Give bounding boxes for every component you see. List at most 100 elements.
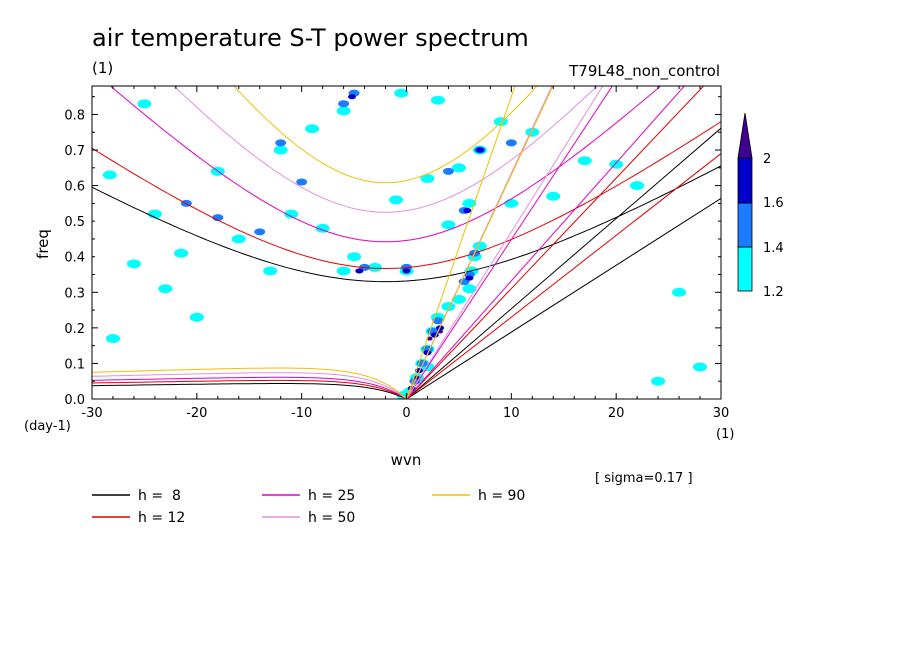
- colorbar-label: 1.6: [763, 196, 784, 211]
- x-axis-label: wvn: [391, 451, 422, 469]
- x-tick-label: 20: [608, 406, 625, 421]
- contour-blob-level-1: [504, 198, 519, 208]
- contour-blob-level-1: [546, 191, 561, 201]
- kelvin-wave-curve: [406, 153, 721, 399]
- kelvin-wave-curve: [406, 86, 686, 399]
- y-tick-label: 0.5: [64, 215, 85, 230]
- colorbar-cell: [737, 246, 753, 292]
- x-axis: -30 -20 -10 0 10 20 30: [81, 86, 729, 421]
- y-tick-label: 0.8: [64, 108, 85, 123]
- contour-blob-level-1: [462, 198, 477, 208]
- legend-label: h = 8: [138, 488, 181, 504]
- contour-blob-level-1: [105, 334, 120, 344]
- mixed-rossby-gravity-curve: [92, 376, 407, 399]
- eastward-branch-curve: [406, 127, 721, 399]
- y-tick-label: 0.2: [64, 322, 85, 337]
- legend-label: h = 12: [138, 510, 185, 526]
- x-unit-label: (1): [716, 427, 734, 442]
- contour-blob-level-1: [137, 99, 152, 109]
- contour-blob-level-1: [693, 362, 708, 372]
- inertia-gravity-curve: [233, 86, 538, 184]
- chart-subtitle: (1): [92, 59, 113, 77]
- contour-blob-level-1: [441, 302, 456, 312]
- y-tick-label: 0.6: [64, 180, 85, 195]
- contour-blob-level-2: [505, 139, 517, 147]
- y-tick-label: 0.0: [64, 393, 85, 408]
- contour-blob-level-2: [432, 317, 444, 325]
- contour-blob-level-1: [441, 220, 456, 230]
- contour-blob-level-3: [465, 275, 474, 281]
- contour-blob-level-3: [463, 207, 472, 214]
- y-axis-label: freq: [34, 229, 52, 259]
- contour-blob-level-1: [189, 312, 204, 322]
- contour-blob-level-2: [275, 139, 287, 147]
- inertia-gravity-curve: [109, 86, 662, 243]
- contour-blob-level-1: [577, 156, 592, 166]
- contour-blob-level-1: [462, 284, 477, 294]
- colorbar-cell: [737, 202, 753, 248]
- contour-blob-level-1: [273, 145, 288, 155]
- x-tick-label: 30: [713, 406, 730, 421]
- contour-blob-level-1: [336, 266, 351, 276]
- contour-blob-level-1: [525, 127, 540, 137]
- dispersion-curves: [92, 86, 721, 399]
- contour-blob-level-1: [284, 209, 299, 219]
- sigma-note: [ sigma=0.17 ]: [595, 471, 693, 486]
- contour-blob-level-1: [451, 294, 466, 304]
- contour-blob-level-1: [609, 159, 624, 169]
- x-tick-label: -20: [186, 406, 207, 421]
- contour-blob-level-1: [389, 195, 404, 205]
- eastward-branch-curve: [406, 86, 613, 399]
- kelvin-wave-curve: [406, 86, 554, 399]
- contour-blob-level-1: [315, 223, 330, 233]
- contour-fill-layer: [102, 88, 708, 399]
- mixed-rossby-gravity-curve: [92, 367, 407, 399]
- contour-blob-level-2: [254, 228, 266, 236]
- contour-blob-level-2: [338, 100, 350, 108]
- x-tick-label: 10: [503, 406, 520, 421]
- colorbar-label: 1.4: [763, 241, 784, 256]
- x-tick-label: 0: [402, 406, 410, 421]
- contour-blob-level-2: [212, 214, 224, 222]
- contour-blob-level-1: [126, 259, 141, 269]
- mixed-rossby-gravity-curve: [92, 379, 407, 399]
- contour-blob-level-3: [355, 268, 364, 274]
- contour-blob-level-3: [402, 268, 411, 274]
- contour-blob-level-1: [651, 376, 666, 386]
- contour-blob-level-1: [158, 284, 173, 294]
- contour-blob-level-1: [672, 287, 687, 297]
- legend-label: h = 25: [308, 488, 355, 504]
- contour-blob-level-2: [296, 178, 308, 186]
- contour-blob-level-1: [630, 181, 645, 191]
- inertia-gravity-curve: [92, 121, 721, 270]
- y-tick-label: 0.4: [64, 251, 85, 266]
- legend: h = 8 h = 12 h = 25 h = 50 h = 90: [92, 488, 525, 526]
- contour-blob-level-2: [442, 167, 454, 175]
- mixed-rossby-gravity-curve: [92, 372, 407, 399]
- legend-label: h = 90: [478, 488, 525, 504]
- contour-blob-level-1: [451, 163, 466, 173]
- contour-blob-level-1: [368, 262, 383, 272]
- contour-blob-level-1: [263, 266, 278, 276]
- contour-blob-level-1: [394, 88, 409, 98]
- colorbar-cell: [737, 157, 753, 204]
- plot-frame: [91, 85, 722, 400]
- legend-label: h = 50: [308, 510, 355, 526]
- x-tick-label: -30: [81, 406, 102, 421]
- run-label: T79L48_non_control: [568, 62, 720, 81]
- colorbar-label: 2: [763, 152, 771, 167]
- mixed-rossby-gravity-curve: [92, 383, 407, 399]
- contour-blob-level-1: [305, 124, 320, 134]
- kelvin-wave-curve: [406, 86, 604, 399]
- inertia-gravity-curve: [173, 86, 598, 213]
- contour-blob-level-1: [174, 248, 189, 258]
- contour-blob-level-1: [420, 173, 435, 183]
- y-tick-label: 0.7: [64, 144, 85, 159]
- y-tick-label: 0.3: [64, 286, 85, 301]
- chart-title: air temperature S-T power spectrum: [92, 24, 529, 52]
- colorbar: 1.2 1.4 1.6 2: [737, 112, 784, 300]
- colorbar-label: 1.2: [763, 285, 784, 300]
- y-tick-label: 0.1: [64, 357, 85, 372]
- contour-blob-level-3: [475, 147, 484, 153]
